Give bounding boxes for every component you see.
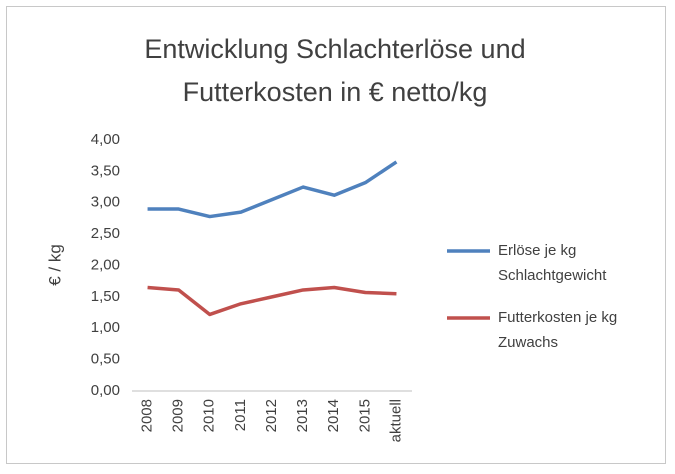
series-line (147, 285, 397, 317)
x-tick-label: 2011 (232, 399, 249, 431)
y-tick-label: 4,00 (91, 131, 120, 148)
legend-label: Futterkosten je kg Zuwachs (498, 309, 618, 351)
chart-title: Entwicklung Schlachterlöse und Futterkos… (144, 34, 526, 107)
y-tick-label: 2,50 (91, 225, 120, 242)
x-tick-label: 2012 (263, 399, 280, 432)
chart-border (6, 6, 666, 464)
x-tick-label: 2009 (170, 399, 187, 432)
x-tick-label: 2014 (325, 399, 342, 432)
x-tick-label: 2013 (294, 399, 311, 432)
y-tick-label: 1,00 (91, 319, 120, 336)
x-tick-label: 2015 (356, 399, 373, 432)
y-tick-label: 0,00 (91, 382, 120, 399)
y-tick-label: 2,00 (91, 256, 120, 273)
x-tick-label: 2008 (139, 399, 156, 432)
x-tick-label: 2010 (201, 399, 218, 432)
x-tick-label: aktuell (387, 399, 404, 442)
y-tick-label: 3,00 (91, 194, 120, 211)
y-tick-label: 3,50 (91, 162, 120, 179)
series-line (147, 160, 398, 219)
y-tick-label: 0,50 (91, 351, 120, 368)
y-tick-label: 1,50 (91, 288, 120, 305)
y-axis-label: € / kg (45, 244, 64, 286)
legend-label: Erlöse je kg Schlachtgewicht (498, 242, 607, 284)
